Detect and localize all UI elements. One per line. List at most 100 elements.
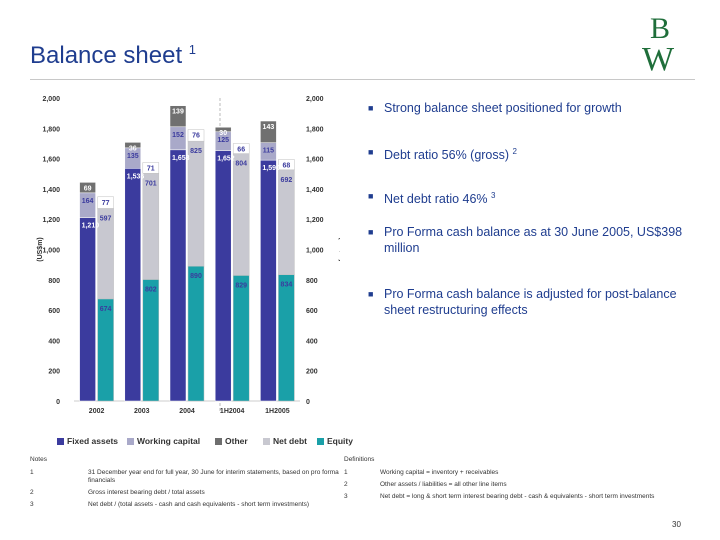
note-1: 1 31 December year end for full year, 30 …: [30, 469, 339, 484]
y-tick-left: 400: [48, 338, 60, 345]
data-label-other-funding: 68: [283, 163, 291, 170]
data-label-working-capital: 135: [127, 153, 139, 160]
bar-asset-fixed-assets: [124, 168, 142, 402]
legend-item: Equity: [317, 436, 353, 446]
bar-asset-fixed-assets: [260, 159, 277, 402]
y-tick-left: 1,800: [42, 126, 60, 133]
y-tick-left: 1,000: [42, 248, 60, 255]
y-tick-right: 200: [306, 369, 318, 376]
note-2: 2 Gross interest bearing debt / total ass…: [30, 489, 205, 496]
y-tick-left: 600: [48, 308, 60, 315]
bar-asset-fixed-assets: [169, 149, 187, 402]
balance-sheet-chart: 0 0 200 200 400 400 600 600 800 800 1,000 1,000 1,20…: [37, 96, 340, 415]
legend-item: Working capital: [127, 436, 200, 446]
legend-swatch: [127, 438, 134, 445]
bar-funding-equity: [232, 153, 250, 276]
page-number: 30: [672, 520, 681, 529]
legend-label: Equity: [327, 436, 353, 446]
legend-swatch: [215, 438, 222, 445]
data-label-fixed-assets: 1,652: [217, 156, 235, 163]
x-tick-label: 1H2005: [265, 408, 290, 415]
bar-asset-other: [214, 126, 232, 133]
y-tick-left: 1,400: [42, 187, 60, 194]
y-tick-right: 1,400: [306, 187, 324, 194]
data-label-equity: 804: [235, 161, 247, 168]
data-label-fixed-assets: 1,210: [82, 223, 100, 230]
bar-funding-other: [187, 129, 205, 142]
data-label-net-debt: 674: [100, 306, 112, 313]
x-tick-label: 2003: [134, 408, 150, 415]
y-tick-left: 200: [48, 369, 60, 376]
y-tick-right: 400: [306, 338, 318, 345]
bar-funding-other: [97, 196, 114, 209]
data-label-other-funding: 77: [102, 200, 110, 207]
y-tick-right: 1,600: [306, 157, 324, 164]
bar-funding-equity: [187, 140, 205, 267]
data-label-other-assets: 139: [172, 109, 184, 116]
data-label-equity: 692: [281, 177, 293, 184]
bar-funding-net-debt: [97, 298, 114, 402]
y-tick-right: 0: [306, 399, 310, 406]
notes-heading: Notes: [30, 456, 47, 463]
y-tick-left: 1,200: [42, 217, 60, 224]
title-rule: [30, 79, 695, 80]
bar-funding-other: [232, 143, 250, 154]
data-label-other-assets: 69: [84, 185, 92, 192]
data-label-fixed-assets: 1,590: [262, 165, 280, 172]
definition-3: 3 Net debt = long & short term interest b…: [344, 493, 655, 500]
legend-swatch: [263, 438, 270, 445]
y-tick-right: 1,200: [306, 217, 324, 224]
bar-asset-fixed-assets: [214, 150, 232, 402]
x-tick-label: 2002: [89, 408, 105, 415]
data-label-equity: 825: [190, 148, 202, 155]
bar-asset-fixed-assets: [79, 217, 96, 402]
definitions-section: Definitions 1 Working capital = inventory…: [344, 456, 684, 505]
data-label-other-assets: 30: [219, 130, 227, 137]
data-label-net-debt: 834: [281, 282, 293, 289]
data-label-other-assets: 36: [129, 145, 137, 152]
y-tick-left: 1,600: [42, 157, 60, 164]
bullet-5: ■ Pro Forma cash balance is adjusted for …: [368, 287, 677, 317]
data-label-equity: 701: [145, 180, 157, 187]
y-tick-left: 800: [48, 278, 60, 285]
bullet-1: ■ Strong balance sheet positioned for gro…: [368, 101, 622, 115]
data-label-other-funding: 71: [147, 166, 155, 173]
y-tick-right: 600: [306, 308, 318, 315]
y-tick-right: 1,000: [306, 248, 324, 255]
data-label-working-capital: 164: [82, 198, 94, 205]
y-tick-right: 1,800: [306, 126, 324, 133]
legend-item: Fixed assets: [57, 436, 118, 446]
data-label-other-assets: 143: [263, 124, 275, 131]
data-label-working-capital: 152: [172, 132, 184, 139]
bar-funding-net-debt: [142, 279, 160, 402]
data-label-net-debt: 802: [145, 286, 157, 293]
definition-1: 1 Working capital = inventory + receivabl…: [344, 469, 499, 476]
data-label-fixed-assets: 1,658: [172, 155, 190, 162]
bar-asset-working-capital: [79, 192, 96, 218]
data-label-other-funding: 66: [237, 147, 245, 154]
legend-label: Fixed assets: [67, 436, 119, 446]
data-label-fixed-assets: 1,536: [127, 173, 145, 180]
page-title: Balance sheet 1: [30, 42, 197, 69]
legend-item: Other: [215, 436, 248, 446]
bar-funding-net-debt: [232, 275, 250, 402]
data-label-other-funding: 76: [192, 133, 200, 140]
bar-funding-equity: [278, 169, 295, 275]
notes-section: Notes 1 31 December year end for full yea…: [30, 456, 340, 513]
x-tick-label: 1H2004: [220, 408, 245, 415]
company-logo: B W: [642, 12, 675, 78]
data-label-net-debt: 890: [190, 273, 202, 280]
bar-funding-other: [278, 159, 295, 171]
bar-funding-equity: [142, 173, 160, 280]
bullet-3: ■ Net debt ratio 46% 3: [368, 191, 496, 207]
y-tick-left: 2,000: [42, 96, 60, 103]
data-label-net-debt: 829: [235, 282, 247, 289]
legend-swatch: [57, 438, 64, 445]
data-label-working-capital: 125: [217, 137, 229, 144]
bar-funding-other: [142, 162, 160, 174]
bar-asset-other: [260, 120, 277, 143]
legend-label: Other: [225, 436, 248, 446]
definitions-heading: Definitions: [344, 456, 375, 463]
y-axis-label-right: (US$m): [338, 237, 340, 262]
bullet-4: ■ Pro Forma cash balance as at 30 June 20…: [368, 225, 683, 255]
